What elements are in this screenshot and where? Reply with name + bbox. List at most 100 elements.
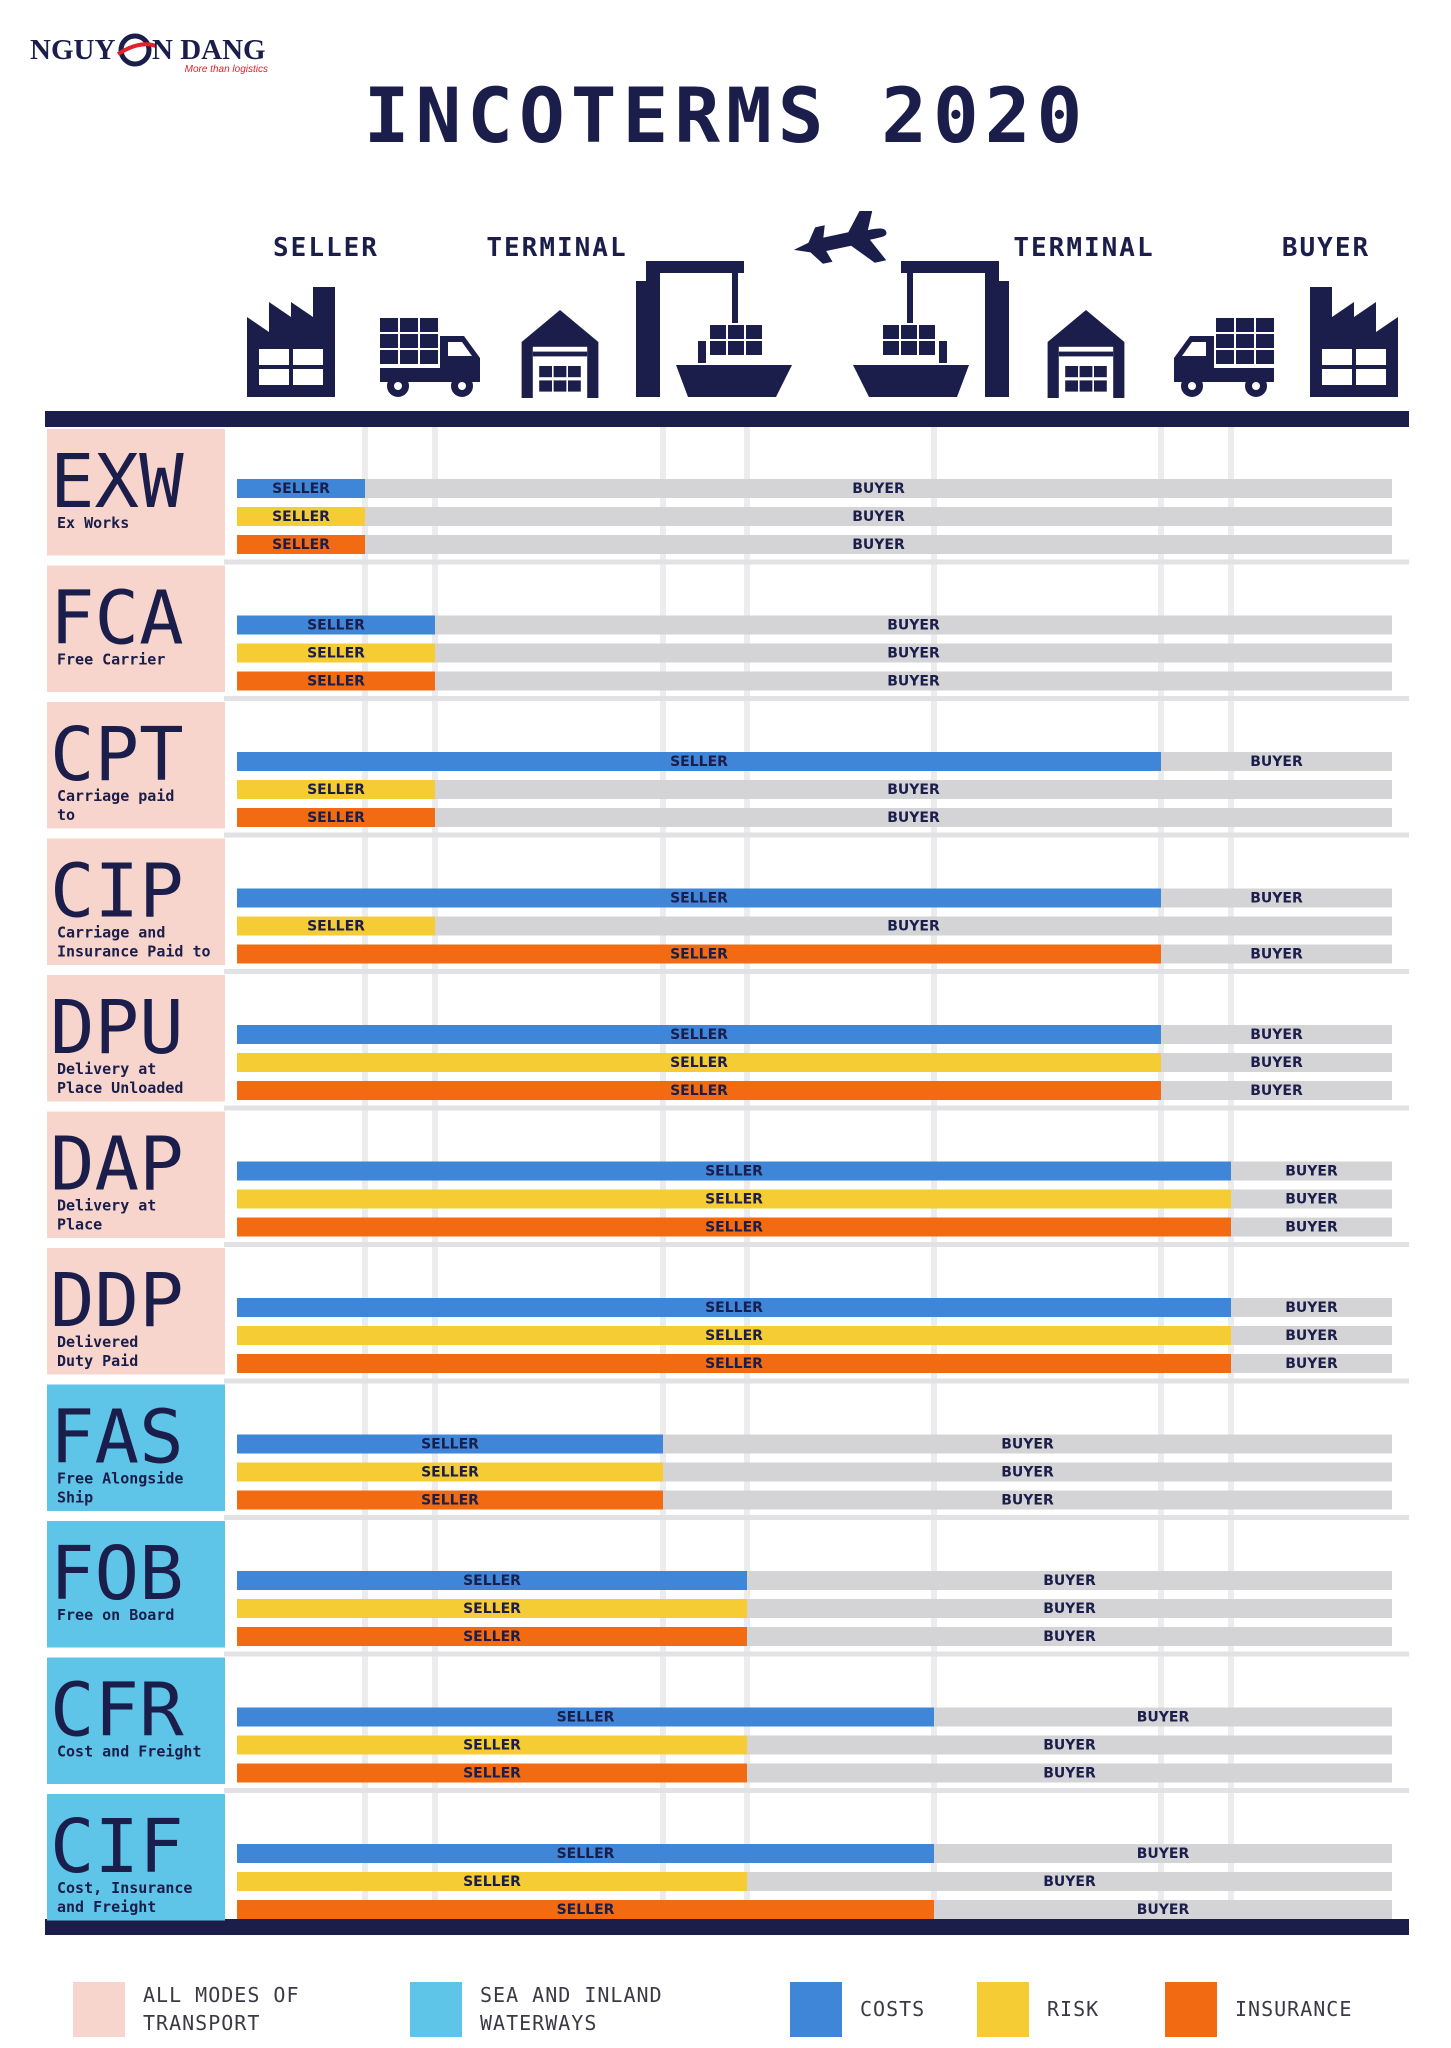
buyer-bar — [435, 780, 1392, 799]
seller-bar — [237, 671, 435, 691]
buyer-bar — [435, 643, 1392, 663]
code-name: to — [57, 806, 75, 824]
seller-label: SELLER — [272, 481, 330, 497]
legend-swatch — [790, 1982, 842, 2037]
legend-label: ALL MODES OF — [143, 1983, 300, 2007]
buyer-label: BUYER — [887, 618, 940, 634]
seller-label: SELLER — [670, 754, 728, 770]
code-cell — [47, 1248, 225, 1375]
buyer-bar — [365, 535, 1392, 554]
buyer-bar — [435, 671, 1392, 691]
buyer-label: BUYER — [1250, 891, 1303, 907]
row-separator — [224, 1651, 1409, 1657]
seller-bar — [237, 1298, 1231, 1317]
legend-swatch — [410, 1982, 462, 2037]
seller-bar — [237, 1844, 934, 1863]
buyer-bar — [1231, 1326, 1392, 1345]
bottom-rule — [45, 1919, 1409, 1935]
seller-label: SELLER — [705, 1356, 763, 1372]
code-name: Carriage paid — [57, 787, 174, 805]
row-separator — [224, 832, 1409, 838]
code-cell — [47, 565, 225, 692]
buyer-bar — [663, 1434, 1392, 1454]
title: INCOTERMS 2020 — [364, 71, 1089, 160]
seller-label: SELLER — [307, 674, 365, 690]
seller-bar — [237, 507, 365, 526]
seller-label: SELLER — [307, 646, 365, 662]
buyer-label: BUYER — [1285, 1164, 1338, 1180]
seller-bar — [237, 615, 435, 635]
seller-bar — [237, 1571, 747, 1590]
seller-label: SELLER — [307, 618, 365, 634]
buyer-bar — [934, 1707, 1392, 1727]
seller-label: SELLER — [670, 1027, 728, 1043]
code-name: Duty Paid — [57, 1352, 138, 1370]
buyer-bar — [747, 1571, 1392, 1590]
seller-label: SELLER — [463, 1573, 521, 1589]
seller-bar — [237, 888, 1161, 908]
seller-label: SELLER — [421, 1437, 479, 1453]
buyer-label: BUYER — [1250, 1027, 1303, 1043]
seller-bar — [237, 752, 1161, 771]
buyer-label: BUYER — [887, 919, 940, 935]
seller-label: SELLER — [307, 782, 365, 798]
code-name: and Freight — [57, 1898, 156, 1916]
code: DDP — [50, 1258, 184, 1344]
buyer-bar — [1161, 944, 1392, 964]
seller-label: SELLER — [670, 947, 728, 963]
buyer-label: BUYER — [1285, 1220, 1338, 1236]
buyer-label: BUYER — [1137, 1710, 1190, 1726]
seller-label: SELLER — [705, 1328, 763, 1344]
code-cell — [47, 1657, 225, 1784]
buyer-bar — [663, 1490, 1392, 1510]
seller-label: SELLER — [670, 1055, 728, 1071]
legend-label: TRANSPORT — [143, 2011, 260, 2035]
seller-bar — [237, 1707, 934, 1727]
seller-bar — [237, 1354, 1231, 1373]
buyer-bar — [365, 479, 1392, 498]
buyer-label: BUYER — [852, 509, 905, 525]
code: FOB — [50, 1531, 184, 1617]
buyer-label: BUYER — [1285, 1356, 1338, 1372]
buyer-bar — [435, 615, 1392, 635]
row-separator — [224, 1788, 1409, 1793]
legend-label: RISK — [1047, 1997, 1099, 2021]
seller-bar — [237, 780, 435, 799]
code-name: Free on Board — [57, 1606, 174, 1624]
seller-bar — [237, 1763, 747, 1783]
code-name: Delivery at — [57, 1197, 156, 1215]
seller-bar — [237, 1025, 1161, 1044]
code-cell — [47, 1111, 225, 1238]
logo-tagline: More than logistics — [185, 64, 268, 75]
buyer-label: BUYER — [1001, 1465, 1054, 1481]
buyer-bar — [1161, 752, 1392, 771]
seller-bar — [237, 643, 435, 663]
buyer-bar — [934, 1900, 1392, 1919]
code: EXW — [50, 439, 184, 525]
buyer-label: BUYER — [1250, 1083, 1303, 1099]
seller-bar — [237, 1081, 1161, 1100]
seller-label: SELLER — [272, 537, 330, 553]
buyer-label: BUYER — [887, 810, 940, 826]
buyer-bar — [747, 1763, 1392, 1783]
code-name: Ship — [57, 1489, 93, 1507]
seller-bar — [237, 1462, 663, 1482]
seller-bar — [237, 1326, 1231, 1345]
buyer-label: BUYER — [1043, 1874, 1096, 1890]
buyer-bar — [1231, 1354, 1392, 1373]
code-name: Cost and Freight — [57, 1743, 202, 1761]
logo-left: NGUY — [30, 34, 115, 66]
seller-bar — [237, 1872, 747, 1891]
seller-bar — [237, 1434, 663, 1454]
legend-swatch — [977, 1982, 1029, 2037]
buyer-label: BUYER — [852, 537, 905, 553]
seller-bar — [237, 1627, 747, 1646]
code-name: Free Carrier — [57, 651, 165, 669]
buyer-label: BUYER — [1250, 1055, 1303, 1071]
buyer-bar — [435, 916, 1392, 936]
buyer-bar — [1231, 1189, 1392, 1209]
code: FAS — [50, 1395, 184, 1481]
seller-label: SELLER — [463, 1738, 521, 1754]
buyer-bar — [934, 1844, 1392, 1863]
